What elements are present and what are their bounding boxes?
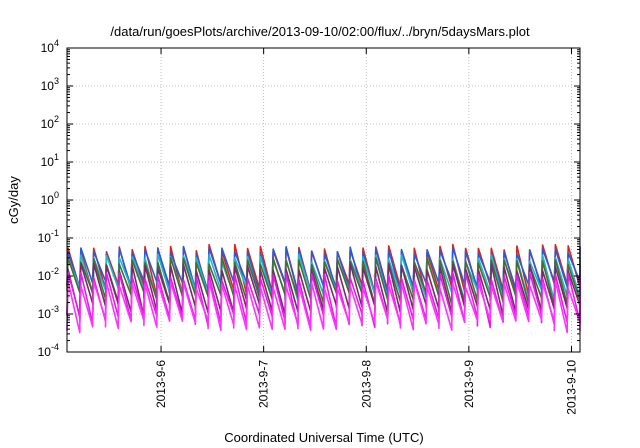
x-tick-label: 2013-9-9	[462, 360, 476, 408]
x-tick-label: 2013-9-7	[257, 360, 271, 408]
series-line-7	[66, 280, 581, 334]
y-tick-label: 102	[41, 114, 59, 131]
x-axis-label: Coordinated Universal Time (UTC)	[224, 430, 423, 445]
chart-title: /data/run/goesPlots/archive/2013-09-10/0…	[110, 24, 530, 39]
series-layer	[66, 243, 581, 334]
x-tick-label: 2013-9-8	[359, 360, 373, 408]
y-axis-label: cGy/day	[6, 176, 21, 224]
y-tick-label: 10-3	[38, 304, 59, 321]
y-tick-label: 10-4	[38, 342, 59, 359]
y-tick-label: 103	[41, 76, 59, 93]
x-tick-label: 2013-9-10	[564, 360, 578, 415]
y-tick-label: 101	[41, 152, 59, 169]
x-tick-label: 2013-9-6	[154, 360, 168, 408]
plot-frame	[66, 47, 581, 353]
y-tick-label: 100	[41, 190, 59, 207]
ticks-layer: 10-4 10-3 10-2 10-1 100 101 102 103 104 2013-9-6 2…	[38, 38, 580, 415]
y-tick-label: 104	[41, 38, 59, 55]
y-tick-label: 10-2	[38, 266, 59, 283]
y-tick-label: 10-1	[38, 228, 59, 245]
